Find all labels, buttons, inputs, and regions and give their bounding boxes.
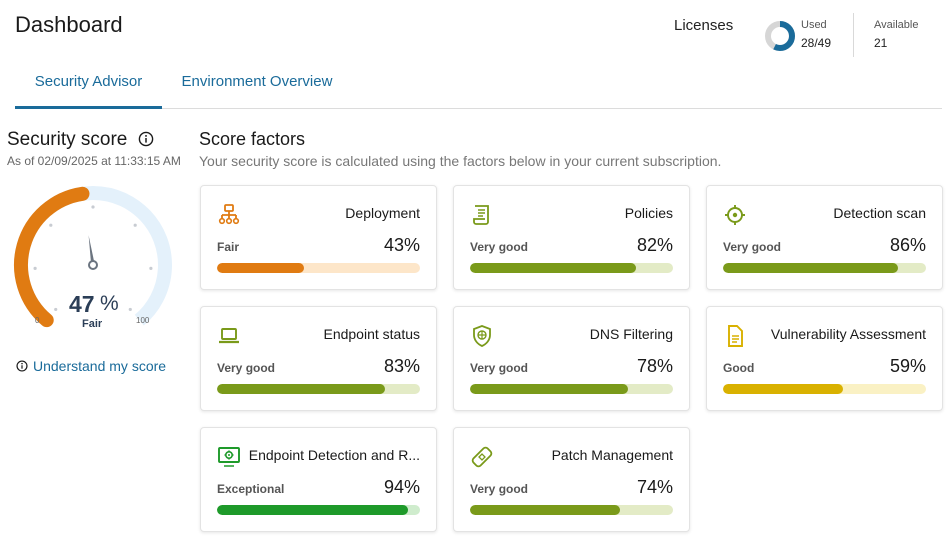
score-factor-name: Endpoint status xyxy=(323,326,420,342)
score-factor-progress-bar xyxy=(470,384,673,394)
score-factor-percent: 43% xyxy=(383,235,420,255)
score-factor-progress-bar xyxy=(470,263,673,273)
score-factor-progress-fill xyxy=(470,505,621,515)
score-factor-percent: 94% xyxy=(383,477,420,497)
score-factor-progress-bar xyxy=(217,263,420,273)
gauge-needle xyxy=(88,235,95,266)
score-factor-percent: 82% xyxy=(636,235,673,255)
understand-my-score-label: Understand my score xyxy=(33,358,167,374)
gauge-tick xyxy=(54,307,58,312)
score-factor-name: Endpoint Detection and R... xyxy=(248,447,420,463)
score-factor-card[interactable]: DNS Filtering Very good 78% xyxy=(453,306,690,411)
gauge-tick xyxy=(49,223,53,227)
licenses-donut-chart xyxy=(765,21,795,51)
score-factor-rating: Good xyxy=(723,361,755,375)
score-factor-rating: Very good xyxy=(470,482,529,496)
score-factor-progress-fill xyxy=(217,505,408,515)
gauge-fill xyxy=(14,186,90,328)
licenses-used-value: 28/49 xyxy=(801,36,832,50)
shield-icon xyxy=(473,325,491,347)
score-factor-rating: Exceptional xyxy=(217,482,285,496)
gauge-unit: % xyxy=(100,292,119,315)
score-factor-percent: 74% xyxy=(636,477,673,497)
score-factor-progress-bar xyxy=(217,384,420,394)
score-factor-card[interactable]: Endpoint Detection and R... Exceptional 94… xyxy=(200,427,437,532)
score-factor-progress-bar xyxy=(217,505,420,515)
understand-my-score-link[interactable]: Understand my score xyxy=(16,358,166,374)
security-score-gauge xyxy=(14,186,172,328)
tab-environment-overview[interactable]: Environment Overview xyxy=(181,73,333,90)
security-score-title: Security score xyxy=(7,129,128,150)
gauge-min-label: 0 xyxy=(35,316,40,325)
page-title: Dashboard xyxy=(15,12,123,37)
network-icon xyxy=(218,204,240,225)
score-factor-rating: Very good xyxy=(470,361,529,375)
score-factor-name: Policies xyxy=(624,205,673,221)
score-factor-card[interactable]: Policies Very good 82% xyxy=(453,185,690,290)
licenses-available-value: 21 xyxy=(874,36,888,50)
crosshair-icon xyxy=(725,205,745,225)
score-factor-name: Deployment xyxy=(345,205,420,221)
gauge-tick xyxy=(128,307,132,312)
score-factor-progress-fill xyxy=(723,263,898,273)
score-factor-rating: Very good xyxy=(217,361,276,375)
security-score-date: As of 02/09/2025 at 11:33:15 AM xyxy=(7,154,181,168)
score-factor-name: Patch Management xyxy=(551,447,673,463)
gauge-tick xyxy=(33,266,37,270)
gauge-needle-hub xyxy=(88,260,98,270)
score-factors-title: Score factors xyxy=(199,129,306,149)
score-factor-progress-bar xyxy=(723,263,926,273)
score-factor-name: Vulnerability Assessment xyxy=(770,326,926,342)
gauge-value: 47 xyxy=(69,291,95,317)
score-factor-progress-fill xyxy=(470,263,637,273)
tab-security-advisor[interactable]: Security Advisor xyxy=(15,60,162,109)
gauge-tick xyxy=(91,205,95,209)
patch-icon xyxy=(471,446,493,468)
score-factor-name: DNS Filtering xyxy=(589,326,673,342)
score-factors-subtitle: Your security score is calculated using … xyxy=(199,153,722,169)
laptop-icon xyxy=(219,328,239,344)
licenses-used-label: Used xyxy=(801,19,827,31)
policy-document-icon xyxy=(473,205,489,225)
score-factor-percent: 78% xyxy=(636,356,673,376)
document-icon xyxy=(728,325,743,347)
gauge-max-label: 100 xyxy=(136,316,150,325)
score-factor-card[interactable]: Deployment Fair 43% xyxy=(200,185,437,290)
score-factor-percent: 59% xyxy=(889,356,926,376)
score-factor-name: Detection scan xyxy=(833,205,926,221)
licenses-available-label: Available xyxy=(874,19,919,31)
licenses-label: Licenses xyxy=(674,17,734,34)
monitor-target-icon xyxy=(218,447,240,467)
score-factor-rating: Very good xyxy=(470,240,529,254)
score-factor-percent: 83% xyxy=(383,356,420,376)
score-factor-progress-fill xyxy=(217,263,305,273)
score-factor-card[interactable]: Patch Management Very good 74% xyxy=(453,427,690,532)
score-factor-card[interactable]: Endpoint status Very good 83% xyxy=(200,306,437,411)
gauge-tick xyxy=(149,266,153,270)
tab-bar: Security Advisor Environment Overview xyxy=(15,60,942,109)
score-factor-card[interactable]: Detection scan Very good 86% xyxy=(706,185,943,290)
score-factor-progress-fill xyxy=(217,384,386,394)
score-factor-progress-fill xyxy=(723,384,843,394)
info-icon[interactable] xyxy=(138,131,154,147)
licenses-divider xyxy=(853,13,854,57)
gauge-tick xyxy=(133,223,137,227)
gauge-rating: Fair xyxy=(82,318,103,330)
score-factor-card[interactable]: Vulnerability Assessment Good 59% xyxy=(706,306,943,411)
info-icon xyxy=(16,360,28,372)
score-factor-rating: Very good xyxy=(723,240,782,254)
score-factor-progress-bar xyxy=(470,505,673,515)
score-factor-progress-bar xyxy=(723,384,926,394)
score-factor-rating: Fair xyxy=(217,240,240,254)
score-factor-progress-fill xyxy=(470,384,629,394)
score-factor-percent: 86% xyxy=(889,235,926,255)
